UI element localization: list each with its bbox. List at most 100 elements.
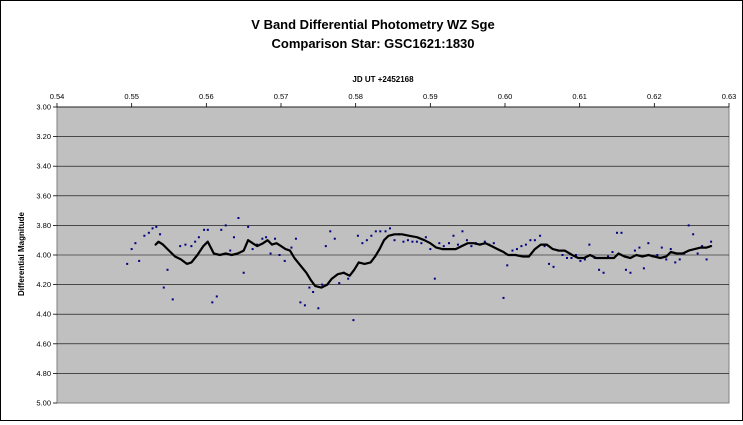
x-tick-label: 0.54 (50, 92, 65, 101)
data-point (701, 245, 704, 248)
data-point (602, 271, 605, 274)
data-point (232, 236, 235, 239)
data-point (574, 254, 577, 256)
data-point (429, 248, 432, 251)
data-point (502, 296, 505, 299)
data-point (647, 242, 650, 245)
y-tick-label: 4.80 (36, 369, 51, 378)
x-axis-title: JD UT +2452168 (352, 75, 414, 84)
y-tick-label: 3.00 (36, 103, 51, 112)
data-point (461, 230, 464, 233)
data-point (215, 295, 218, 298)
y-tick-label: 4.20 (36, 280, 51, 289)
data-point (283, 259, 286, 262)
data-point (548, 262, 551, 265)
data-point (456, 243, 459, 246)
data-point (529, 239, 532, 242)
data-point (570, 256, 573, 259)
data-point (303, 304, 306, 307)
data-point (171, 298, 174, 301)
data-point (203, 228, 206, 231)
data-point (406, 239, 409, 242)
data-point (448, 242, 450, 245)
data-point (206, 228, 209, 231)
data-point (269, 252, 272, 255)
data-point (588, 243, 591, 246)
y-tick-label: 3.40 (36, 162, 51, 171)
y-tick-label: 5.00 (36, 399, 51, 408)
data-point (583, 258, 586, 261)
data-point (166, 268, 169, 271)
data-point (705, 258, 708, 261)
data-points (126, 217, 713, 322)
data-point (130, 248, 133, 251)
data-point (515, 248, 518, 251)
data-point (674, 261, 677, 264)
data-point (134, 242, 137, 245)
data-point (179, 245, 182, 248)
y-tick-label: 3.60 (36, 191, 51, 200)
data-point (470, 245, 473, 248)
data-point (506, 264, 509, 267)
y-tick-label: 3.20 (36, 132, 51, 141)
data-point (242, 271, 245, 274)
data-point (265, 236, 268, 239)
x-tick-label: 0.62 (647, 92, 662, 101)
data-point (420, 242, 423, 245)
data-point (147, 231, 150, 234)
data-point (633, 249, 636, 252)
data-point (524, 243, 527, 246)
y-tick-label: 3.80 (36, 221, 51, 230)
x-tick-label: 0.57 (274, 92, 289, 101)
data-point (138, 259, 141, 262)
data-point (352, 319, 355, 322)
data-point (533, 239, 536, 242)
data-point (638, 246, 641, 249)
data-point (452, 234, 455, 237)
data-point (483, 240, 486, 243)
data-point (159, 233, 162, 236)
data-point (237, 217, 240, 219)
data-point (347, 277, 350, 280)
data-point (251, 248, 254, 251)
data-point (696, 252, 699, 255)
data-point (424, 236, 427, 239)
x-tick-label: 0.60 (498, 92, 513, 101)
data-point (665, 258, 668, 261)
data-point (299, 301, 302, 304)
data-point (151, 227, 154, 230)
data-point (492, 242, 495, 245)
data-point (370, 234, 373, 237)
data-point (365, 239, 368, 242)
data-point (329, 230, 332, 233)
smoothed-line (154, 233, 713, 289)
data-point (611, 251, 614, 254)
data-point (565, 256, 568, 259)
data-point (126, 262, 129, 265)
data-point (184, 243, 187, 246)
data-point (356, 234, 359, 237)
data-point (194, 240, 197, 243)
data-point (710, 240, 713, 243)
data-point (393, 239, 396, 242)
data-point (624, 268, 627, 271)
y-tick-label: 4.60 (36, 339, 51, 348)
data-point (465, 239, 468, 242)
x-tick-label: 0.63 (722, 92, 737, 101)
data-point (411, 240, 414, 243)
data-point (274, 237, 277, 240)
data-point (338, 282, 341, 285)
data-point (317, 307, 320, 310)
data-point (656, 254, 659, 256)
data-point (256, 243, 259, 246)
data-point (229, 249, 232, 252)
data-point (389, 227, 392, 230)
data-point (361, 242, 364, 245)
data-point (278, 254, 281, 256)
data-point (442, 245, 445, 248)
data-point (290, 246, 293, 249)
x-tick-label: 0.59 (423, 92, 438, 101)
data-point (692, 233, 695, 236)
data-point (374, 230, 377, 233)
